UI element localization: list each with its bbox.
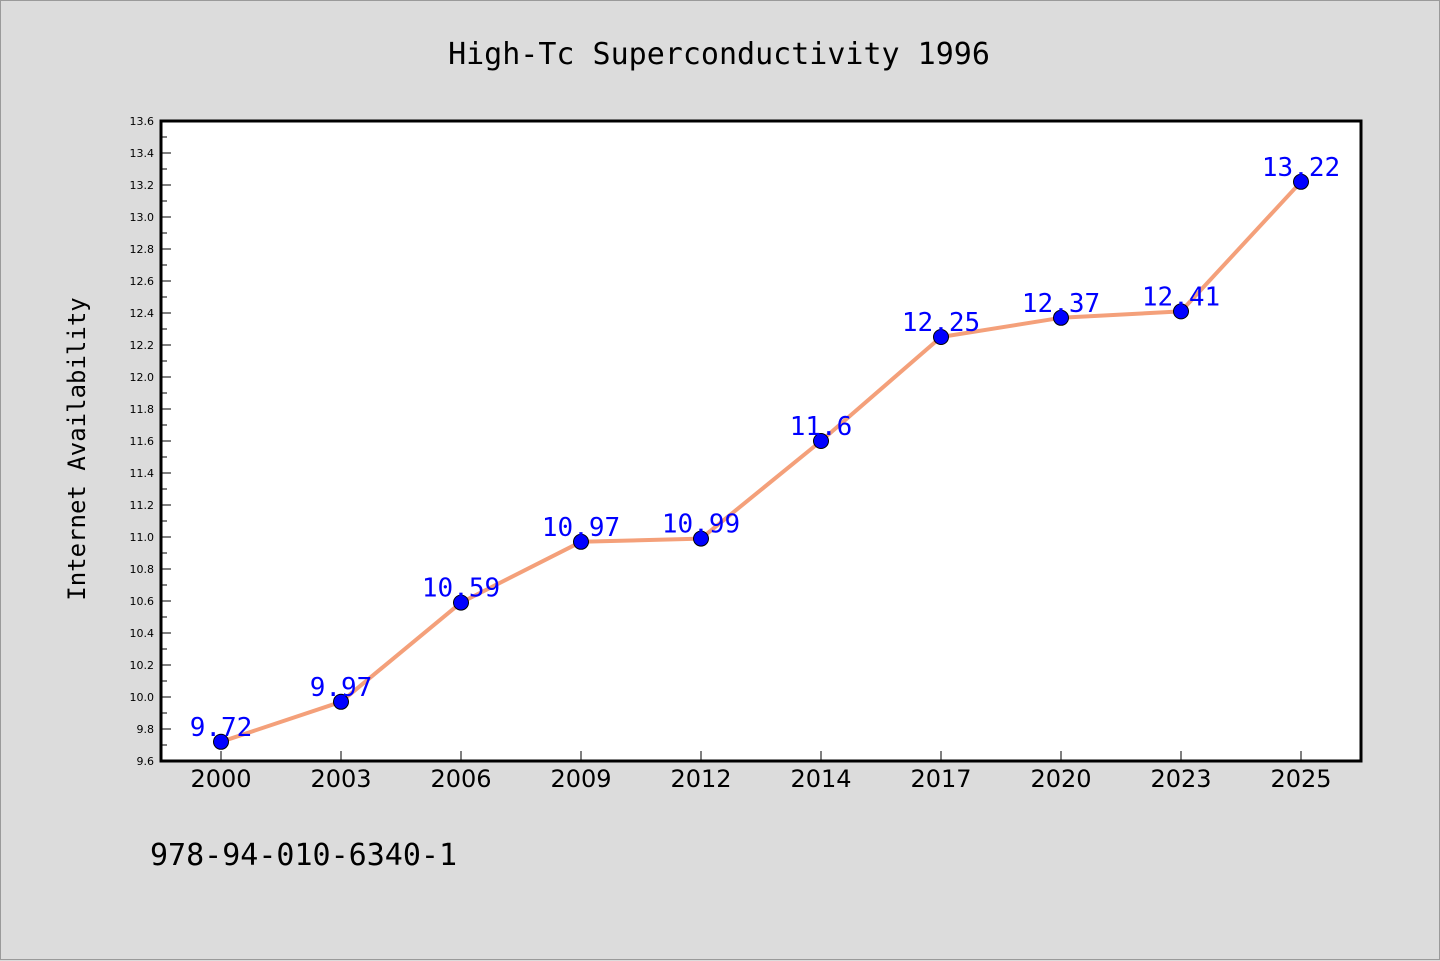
data-point [573, 533, 589, 550]
data-label: 10.59 [422, 574, 500, 604]
x-tick-label: 2012 [670, 765, 731, 793]
x-tick-label: 2014 [790, 765, 851, 793]
data-label: 11.6 [790, 412, 853, 442]
y-tick-label: 10.4 [130, 627, 155, 640]
y-tick-label: 13.0 [130, 211, 155, 224]
y-tick-label: 11.8 [130, 403, 155, 416]
y-tick-label: 12.4 [130, 307, 155, 320]
series-layer: 9.72 9.97 10.59 10.97 10.99 11.6 12.25 12.37 12.… [190, 153, 1340, 750]
y-tick-label: 10.6 [130, 595, 155, 608]
x-tick-label: 2000 [190, 765, 251, 793]
data-point [1053, 309, 1069, 326]
data-label: 12.37 [1022, 289, 1100, 319]
data-label: 10.99 [662, 510, 740, 540]
data-label: 9.97 [310, 673, 373, 703]
plot-area [161, 121, 1361, 761]
y-tick-label: 11.6 [130, 435, 155, 448]
data-label: 9.72 [190, 713, 253, 743]
x-tick-label: 2025 [1270, 765, 1331, 793]
y-tick-label: 10.2 [130, 659, 155, 672]
data-point [333, 693, 349, 710]
y-axis: 9.6 9.8 10.0 10.2 10.4 10.6 10.8 11.0 11.2 11.4 11… [130, 115, 171, 768]
data-label: 12.25 [902, 308, 980, 338]
y-tick-label: 10.8 [130, 563, 155, 576]
data-label: 13.22 [1262, 153, 1340, 183]
x-tick-label: 2017 [910, 765, 971, 793]
y-tick-label: 11.4 [130, 467, 155, 480]
y-tick-label: 12.2 [130, 339, 155, 352]
y-tick-label: 13.6 [130, 115, 155, 128]
footer-code: 978-94-010-6340-1 [150, 838, 457, 873]
data-label: 12.41 [1142, 282, 1220, 312]
data-point [813, 433, 829, 449]
series-line [219, 179, 1303, 744]
chart-title: High-Tc Superconductivity 1996 [448, 37, 990, 72]
y-tick-label: 12.6 [130, 275, 155, 288]
y-tick-label: 13.2 [130, 179, 155, 192]
y-tick-label: 13.4 [130, 147, 155, 160]
y-tick-label: 11.2 [130, 499, 155, 512]
y-tick-label: 11.0 [130, 531, 155, 544]
y-tick-label: 9.6 [137, 755, 155, 768]
x-tick-label: 2003 [310, 765, 371, 793]
data-point [213, 733, 229, 750]
x-tick-label: 2006 [430, 765, 491, 793]
data-point [1173, 303, 1189, 320]
y-tick-label: 12.0 [130, 371, 155, 384]
y-tick-label: 10.0 [130, 691, 155, 704]
plot-border [159, 119, 1363, 763]
y-tick-label: 12.8 [130, 243, 155, 256]
data-point [693, 530, 709, 547]
y-tick-label: 9.8 [137, 723, 155, 736]
y-axis-label: Internet Availability [63, 297, 91, 600]
x-axis: 2000 2003 2006 2009 2012 2014 2017 2020 2023 2025 [190, 751, 1332, 793]
data-point [453, 594, 469, 611]
x-tick-label: 2020 [1030, 765, 1091, 793]
data-label: 10.97 [542, 513, 620, 543]
x-tick-label: 2023 [1150, 765, 1211, 793]
x-tick-label: 2009 [550, 765, 611, 793]
data-point [933, 329, 949, 345]
data-point [1293, 173, 1309, 190]
